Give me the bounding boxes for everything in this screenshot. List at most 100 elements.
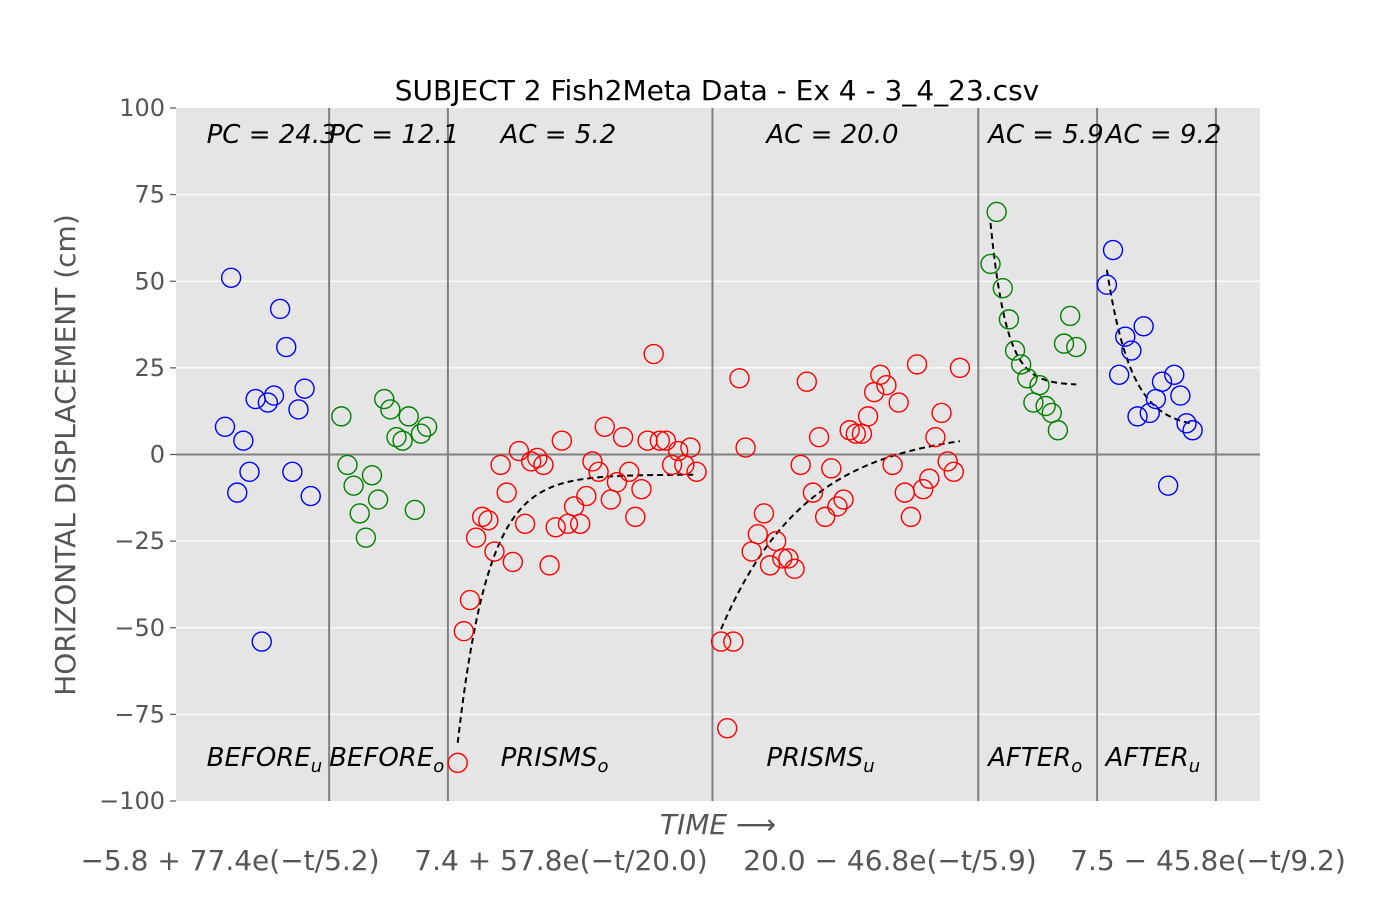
data-point [1170,385,1191,406]
fit-formula: −5.8 + 77.4e(−t/5.2) [80,844,379,877]
data-point [294,378,315,399]
data-point [374,388,395,410]
data-point [343,475,364,496]
data-point [1108,364,1130,386]
data-point [870,364,891,386]
data-point [900,506,922,528]
data-point [796,371,818,392]
data-point [361,465,383,486]
data-point [478,510,499,531]
data-point [447,752,468,774]
data-point [545,517,566,538]
data-point [367,489,389,510]
y-axis-label: HORIZONTAL DISPLACEMENT (cm) [49,214,82,696]
data-point [845,423,866,444]
data-point [233,430,254,451]
data-point [1047,420,1069,441]
data-point [606,472,628,493]
phase-annotations: PC = 24.3 BEFOREu PC = 12.1 BEFOREo AC = 5.2… [207,120,1222,777]
phase-metric-label: AC = 20.0 [764,120,898,150]
data-point [453,621,475,642]
data-point [1059,305,1081,327]
phase-boundaries [328,108,1217,801]
data-point [1115,326,1136,347]
data-point [288,399,309,420]
data-point [300,485,321,507]
data-point [398,406,419,427]
y-tick-label: 0 [150,441,165,469]
data-point [986,201,1007,223]
data-point [723,631,744,652]
data-point [618,461,640,483]
data-point [508,440,530,462]
data-point [906,354,928,375]
y-tick-label: 25 [134,354,165,382]
data-point [465,527,487,548]
data-point [729,368,750,389]
data-point [1035,395,1056,417]
data-point [980,253,1001,275]
y-tick-label: −50 [114,614,165,642]
data-point [337,454,358,476]
fit-formula: 7.4 + 57.8e(−t/20.0) [414,844,707,877]
fit-formulas: −5.8 + 77.4e(−t/5.2) 7.4 + 57.8e(−t/20.0)… [80,844,1345,877]
data-point [631,478,652,500]
data-point [490,454,511,476]
fit-curve [989,222,1077,386]
y-tick-label: 100 [119,94,165,122]
data-point [1102,239,1124,261]
data-point [263,385,285,406]
data-point [514,513,536,534]
data-point [661,454,683,476]
y-tick-label: −100 [99,787,165,815]
data-point [1164,364,1185,386]
data-point [588,461,609,483]
data-point [576,485,597,507]
y-tick-label: 50 [134,267,165,295]
data-point [472,506,493,528]
data-point [612,426,634,448]
data-point [802,482,824,503]
data-point [521,451,542,472]
data-point [912,478,934,500]
data-point [282,461,303,483]
data-point [392,430,413,451]
data-point [594,416,615,437]
data-point [649,430,671,451]
data-point [839,420,860,441]
data-point [821,458,842,479]
data-point [220,267,242,288]
data-point [1139,402,1160,424]
data-point [655,430,677,451]
phase-metric-label: AC = 9.2 [1104,120,1222,150]
data-point [998,309,1020,330]
data-point [459,589,481,611]
data-point [355,527,377,548]
data-point [1017,368,1038,389]
data-point [992,277,1013,299]
data-point [496,482,517,503]
data-point [1151,371,1173,392]
chart-title: SUBJECT 2 Fish2Meta Data - Ex 4 - 3_4_23… [395,74,1039,107]
data-point [667,440,689,462]
data-point [1182,420,1203,441]
phase-metric-label: AC = 5.9 [986,120,1104,150]
data-point [686,461,707,483]
data-point [570,513,591,534]
data-point [643,343,664,365]
data-point [1121,340,1142,361]
data-point [239,461,260,483]
y-axis-ticks: 100 75 50 25 0 −25 −50 −75 −100 [99,94,176,815]
data-point [919,468,940,489]
data-point [753,503,775,524]
data-point [833,489,854,510]
data-point [539,555,560,576]
data-point [349,503,370,524]
data-point [1096,274,1118,295]
data-point [331,406,352,427]
data-point [1133,316,1154,337]
data-point [943,461,964,483]
data-point [747,523,769,545]
data-point [1176,413,1197,434]
data-point [790,454,811,476]
